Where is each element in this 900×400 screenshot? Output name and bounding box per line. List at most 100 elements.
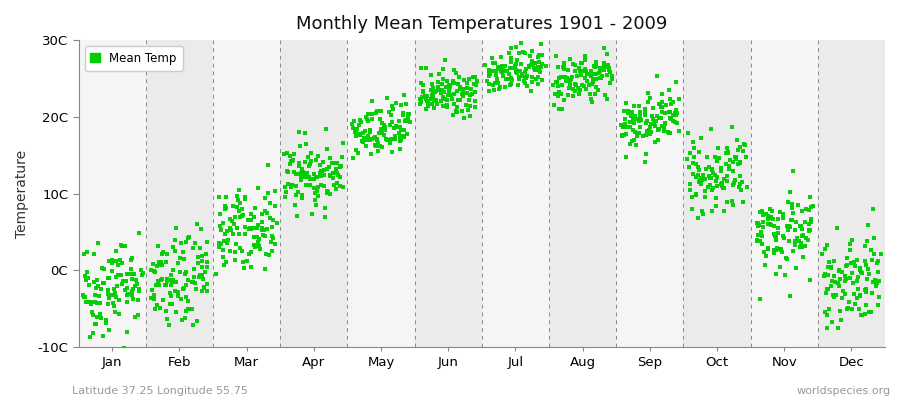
- Point: [369, 143, 383, 150]
- Point: [374, 126, 388, 132]
- Point: [572, 91, 586, 97]
- Point: [511, 82, 526, 88]
- Point: [346, 124, 360, 131]
- Point: [80, 249, 94, 256]
- Point: [770, 245, 785, 251]
- Point: [669, 112, 683, 118]
- Point: [637, 110, 652, 116]
- Point: [179, 282, 194, 288]
- Point: [782, 223, 796, 230]
- Point: [329, 168, 344, 174]
- Point: [669, 107, 683, 113]
- Point: [858, 286, 872, 293]
- Point: [847, 259, 861, 266]
- Point: [301, 154, 315, 160]
- Point: [309, 174, 323, 180]
- Point: [505, 77, 519, 83]
- Point: [694, 175, 708, 182]
- Point: [80, 269, 94, 276]
- Point: [865, 290, 879, 296]
- Point: [78, 276, 93, 283]
- Point: [782, 293, 796, 299]
- Point: [736, 198, 751, 205]
- Point: [77, 294, 92, 300]
- Point: [230, 225, 244, 232]
- Point: [859, 310, 873, 317]
- Point: [586, 78, 600, 85]
- Point: [652, 101, 667, 107]
- Point: [616, 124, 630, 130]
- Point: [788, 265, 803, 271]
- Point: [700, 154, 715, 161]
- Point: [110, 283, 124, 289]
- Point: [693, 176, 707, 183]
- Point: [740, 184, 754, 190]
- Point: [739, 154, 753, 160]
- Point: [363, 129, 377, 136]
- Point: [77, 272, 92, 279]
- Point: [284, 184, 298, 190]
- Point: [303, 150, 318, 156]
- Point: [535, 77, 549, 84]
- Point: [220, 228, 235, 234]
- Point: [583, 73, 598, 79]
- Point: [655, 122, 670, 129]
- Point: [345, 121, 359, 127]
- Point: [464, 85, 478, 92]
- Point: [623, 124, 637, 130]
- Point: [492, 84, 507, 90]
- Point: [330, 171, 345, 178]
- Point: [376, 122, 391, 128]
- Point: [850, 256, 865, 263]
- Point: [328, 166, 343, 173]
- Point: [320, 166, 334, 172]
- Point: [681, 164, 696, 171]
- Bar: [78, 40, 146, 347]
- Point: [396, 110, 410, 116]
- Point: [238, 230, 252, 237]
- Point: [724, 124, 739, 130]
- Point: [330, 170, 345, 176]
- Point: [568, 68, 582, 74]
- Point: [791, 238, 806, 244]
- Point: [310, 184, 325, 190]
- Point: [468, 98, 482, 104]
- Point: [632, 118, 646, 124]
- Point: [709, 178, 724, 184]
- Point: [447, 100, 462, 107]
- Point: [379, 94, 393, 101]
- Bar: [213, 40, 280, 347]
- Point: [287, 169, 302, 176]
- Point: [363, 137, 377, 144]
- Point: [97, 266, 112, 272]
- Point: [493, 66, 508, 72]
- Point: [87, 321, 102, 328]
- Point: [737, 140, 751, 147]
- Point: [722, 163, 736, 169]
- Point: [554, 74, 568, 80]
- Point: [655, 104, 670, 110]
- Point: [767, 231, 781, 238]
- Text: worldspecies.org: worldspecies.org: [796, 386, 891, 396]
- Point: [395, 133, 410, 140]
- Point: [839, 275, 853, 282]
- Point: [706, 170, 721, 176]
- Point: [176, 256, 191, 262]
- Point: [864, 308, 878, 315]
- Point: [500, 76, 515, 82]
- Point: [190, 221, 204, 228]
- Point: [427, 98, 441, 104]
- Point: [322, 155, 337, 161]
- Point: [440, 104, 454, 110]
- Point: [86, 330, 100, 336]
- Point: [453, 85, 467, 91]
- Point: [835, 287, 850, 294]
- Point: [633, 124, 647, 130]
- Point: [460, 85, 474, 92]
- Point: [799, 235, 814, 242]
- Point: [279, 168, 293, 174]
- Point: [327, 181, 341, 188]
- Point: [292, 160, 306, 166]
- Point: [551, 83, 565, 90]
- Point: [95, 332, 110, 339]
